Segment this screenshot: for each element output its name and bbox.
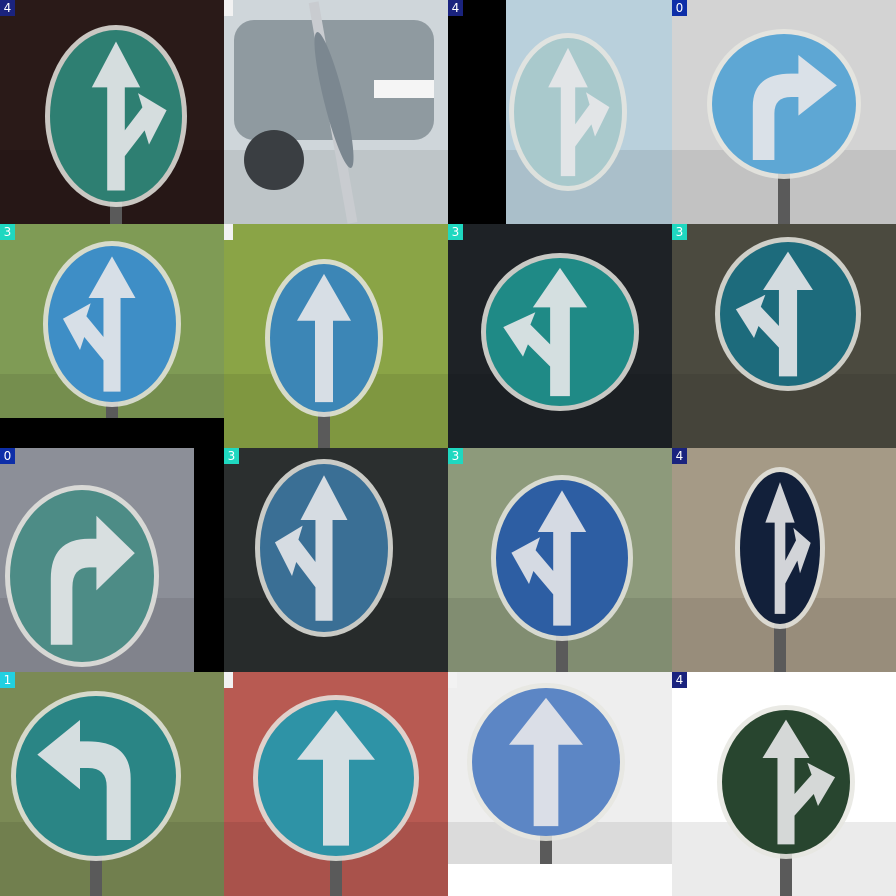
padding-band <box>0 418 224 448</box>
sign-photo <box>448 224 672 448</box>
padding-band <box>448 0 506 224</box>
padding-band <box>448 864 672 896</box>
image-tile: 0 <box>0 448 224 672</box>
image-tile <box>224 672 448 896</box>
car-wheel <box>244 130 304 190</box>
sign-photo <box>224 448 448 672</box>
class-label-badge: 4 <box>672 448 687 464</box>
sign-face <box>10 490 154 662</box>
image-tile: 4 <box>672 448 896 672</box>
sign-photo <box>224 0 448 224</box>
image-tile: 0 <box>672 0 896 224</box>
class-label-badge <box>224 672 233 688</box>
sign-photo <box>0 448 224 672</box>
padding-band <box>194 448 224 672</box>
class-label-badge: 3 <box>672 224 687 240</box>
class-label-badge: 0 <box>0 448 15 464</box>
sign-photo <box>224 224 448 448</box>
sign-photo <box>224 672 448 896</box>
class-label-badge <box>448 672 457 688</box>
image-tile: 3 <box>448 448 672 672</box>
class-label-badge: 4 <box>0 0 15 16</box>
class-label-badge: 1 <box>0 672 15 688</box>
image-tile: 3 <box>0 224 224 448</box>
image-tile: 3 <box>448 224 672 448</box>
image-tile: 3 <box>672 224 896 448</box>
image-tile: 4 <box>0 0 224 224</box>
class-label-badge: 3 <box>448 448 463 464</box>
class-label-badge: 0 <box>672 0 687 16</box>
sign-photo <box>0 672 224 896</box>
sign-photo <box>672 672 896 896</box>
image-tile: 4 <box>672 672 896 896</box>
sign-face <box>712 34 856 174</box>
sign-photo <box>448 672 672 896</box>
sign-photo <box>448 448 672 672</box>
sign-photo <box>672 224 896 448</box>
sign-photo <box>448 0 672 224</box>
image-tile: 4 <box>448 0 672 224</box>
sign-photo <box>672 448 896 672</box>
class-label-badge: 4 <box>672 672 687 688</box>
class-label-badge: 4 <box>448 0 463 16</box>
sign-photo <box>672 0 896 224</box>
image-tile <box>448 672 672 896</box>
car-plate <box>374 80 434 98</box>
sign-face <box>16 696 176 856</box>
class-label-badge: 3 <box>448 224 463 240</box>
image-tile <box>224 224 448 448</box>
class-label-badge <box>224 224 233 240</box>
image-tile: 1 <box>0 672 224 896</box>
class-label-badge <box>224 0 233 16</box>
class-label-badge: 3 <box>224 448 239 464</box>
image-tile <box>224 0 448 224</box>
sign-photo <box>0 0 224 224</box>
sign-photo <box>0 224 224 448</box>
class-label-badge: 3 <box>0 224 15 240</box>
image-tile: 3 <box>224 448 448 672</box>
